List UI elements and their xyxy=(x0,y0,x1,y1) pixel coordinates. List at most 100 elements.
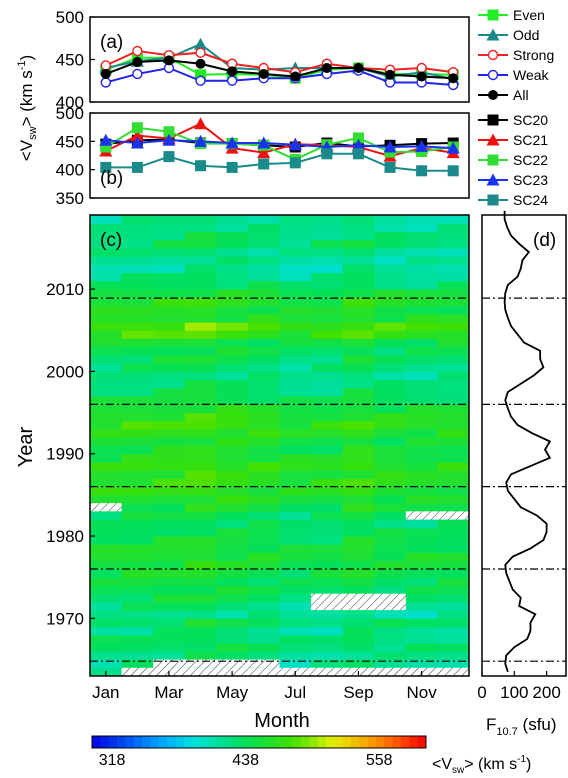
heatmap-cell xyxy=(405,338,438,348)
heatmap-cell xyxy=(247,215,280,224)
heatmap-cell xyxy=(405,585,438,595)
heatmap-cell xyxy=(374,420,407,430)
panel-b-point-sc22 xyxy=(100,141,112,153)
svg-text:<Vsw> (km s-1): <Vsw> (km s-1) xyxy=(16,55,39,161)
heatmap-cell xyxy=(216,577,249,586)
panel-b-point-sc24 xyxy=(100,161,112,173)
heatmap-cell xyxy=(184,577,217,586)
heatmap-cell xyxy=(374,363,407,372)
heatmap-cell xyxy=(311,412,344,422)
heatmap-cell xyxy=(90,618,123,628)
heatmap-cell xyxy=(184,494,217,504)
heatmap-cell xyxy=(153,379,186,389)
heatmap-cell xyxy=(153,363,186,372)
heatmap-cell xyxy=(90,560,123,570)
heatmap-cell xyxy=(311,429,344,438)
panel-a-point-all xyxy=(227,66,238,77)
heatmap-cell xyxy=(279,313,312,323)
heatmap-cell xyxy=(247,338,280,348)
heatmap-cell xyxy=(405,527,438,537)
colorbar-cell xyxy=(400,736,410,748)
heatmap-cell xyxy=(311,527,344,537)
heatmap-cell xyxy=(311,560,344,570)
colorbar-tick-label: 438 xyxy=(232,752,259,769)
heatmap-cell xyxy=(374,511,407,521)
heatmap-cell xyxy=(374,577,407,586)
colorbar-cell xyxy=(250,736,260,748)
heatmap-cell xyxy=(153,618,186,628)
heatmap-cell xyxy=(311,313,344,323)
heatmap-cell xyxy=(342,305,375,315)
heatmap-cell xyxy=(153,437,186,446)
heatmap-cell xyxy=(342,289,375,298)
panel-b-point-sc24 xyxy=(289,157,301,169)
heatmap-cell xyxy=(184,610,217,619)
colorbar-cell xyxy=(217,736,226,748)
heatmap-cell xyxy=(184,552,217,562)
legend-b-swatch-marker xyxy=(486,173,500,186)
heatmap-cell xyxy=(405,420,438,430)
heatmap-cell xyxy=(121,610,154,619)
heatmap-cell xyxy=(437,322,470,331)
panel-c-x-tick-label: May xyxy=(216,683,249,702)
heatmap-cell xyxy=(342,445,375,455)
heatmap-cell xyxy=(437,338,470,348)
heatmap-cell xyxy=(311,371,344,381)
heatmap-cell xyxy=(279,420,312,430)
heatmap-cell xyxy=(405,322,438,331)
panel-b-series-line-sc24 xyxy=(105,152,454,172)
panel-a-point-weak xyxy=(195,75,206,86)
heatmap-cell xyxy=(279,346,312,356)
heatmap-cell xyxy=(216,544,249,554)
legend-b-swatch-marker xyxy=(486,133,500,146)
heatmap-cell xyxy=(90,354,123,364)
panel-b-point-sc23 xyxy=(383,140,397,153)
heatmap-cell xyxy=(121,412,154,422)
heatmap-cell xyxy=(121,659,154,669)
heatmap-cell xyxy=(184,593,217,603)
heatmap-cell xyxy=(279,330,312,339)
colorbar-cell xyxy=(242,736,251,748)
colorbar-cell xyxy=(317,736,327,748)
heatmap-cell xyxy=(437,437,470,446)
heatmap-cell xyxy=(121,354,154,364)
heatmap-cell xyxy=(247,412,280,422)
heatmap-cell xyxy=(184,272,217,282)
heatmap-cell xyxy=(247,346,280,356)
heatmap-cell xyxy=(342,461,375,471)
heatmap-cell xyxy=(437,659,470,669)
heatmap-cell xyxy=(153,322,186,331)
heatmap-cell xyxy=(90,568,123,578)
heatmap-cell xyxy=(311,478,344,488)
colorbar-cell xyxy=(167,736,176,748)
heatmap-cell xyxy=(342,280,375,290)
heatmap-cell xyxy=(374,223,407,232)
heatmap-cell xyxy=(184,486,217,496)
heatmap-cell xyxy=(90,593,123,603)
panel-b-series-line-sc23 xyxy=(105,139,454,150)
heatmap-cell xyxy=(153,412,186,422)
heatmap-cell xyxy=(121,404,154,414)
heatmap-cell xyxy=(153,577,186,586)
heatmap-cell xyxy=(121,568,154,578)
heatmap-cell xyxy=(437,536,470,545)
heatmap-cell xyxy=(279,437,312,446)
panel-b-point-sc23 xyxy=(415,139,429,152)
heatmap-cell xyxy=(279,552,312,562)
colorbar-cell xyxy=(142,736,151,748)
heatmap-cell xyxy=(279,634,312,644)
panel-d-x-tick-label: 200 xyxy=(532,683,560,702)
heatmap-cell xyxy=(216,552,249,562)
colorbar-cell xyxy=(100,736,109,748)
heatmap-cell xyxy=(311,618,344,628)
heatmap-cell xyxy=(437,371,470,381)
heatmap-cell xyxy=(216,536,249,545)
heatmap-cell xyxy=(90,247,123,257)
heatmap-cell xyxy=(90,552,123,562)
heatmap-cell xyxy=(184,651,217,661)
colorbar-cell xyxy=(359,736,368,748)
panel-b-point-sc24 xyxy=(384,161,396,173)
heatmap-cell xyxy=(216,256,249,265)
heatmap-cell xyxy=(121,519,154,529)
heatmap-cell xyxy=(437,379,470,389)
